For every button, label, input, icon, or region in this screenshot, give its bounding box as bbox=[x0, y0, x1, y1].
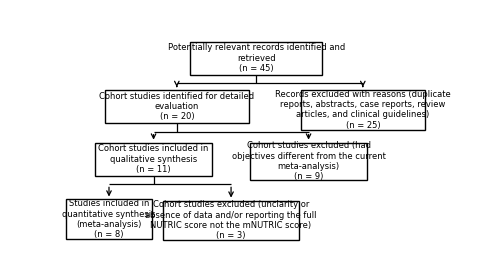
Text: Cohort studies excluded (had
objectives different from the current
meta-analysis: Cohort studies excluded (had objectives … bbox=[232, 141, 386, 181]
FancyBboxPatch shape bbox=[163, 201, 299, 240]
Text: Cohort studies identified for detailed
evaluation
(n = 20): Cohort studies identified for detailed e… bbox=[99, 92, 254, 121]
Text: Records excluded with reasons (duplicate
reports, abstracts, case reports, revie: Records excluded with reasons (duplicate… bbox=[275, 90, 450, 130]
FancyBboxPatch shape bbox=[190, 42, 322, 75]
Text: Cohort studies excluded (unclarity or
absence of data and/or reporting the full
: Cohort studies excluded (unclarity or ab… bbox=[146, 200, 317, 240]
FancyBboxPatch shape bbox=[250, 143, 366, 180]
FancyBboxPatch shape bbox=[301, 90, 425, 130]
Text: Studies included in
quantitative synthesis
(meta-analysis)
(n = 8): Studies included in quantitative synthes… bbox=[62, 199, 156, 239]
FancyBboxPatch shape bbox=[96, 143, 212, 176]
Text: Cohort studies included in
qualitative synthesis
(n = 11): Cohort studies included in qualitative s… bbox=[98, 144, 209, 174]
Text: Potentially relevant records identified and
retrieved
(n = 45): Potentially relevant records identified … bbox=[168, 43, 345, 73]
FancyBboxPatch shape bbox=[105, 90, 249, 123]
FancyBboxPatch shape bbox=[66, 199, 152, 239]
